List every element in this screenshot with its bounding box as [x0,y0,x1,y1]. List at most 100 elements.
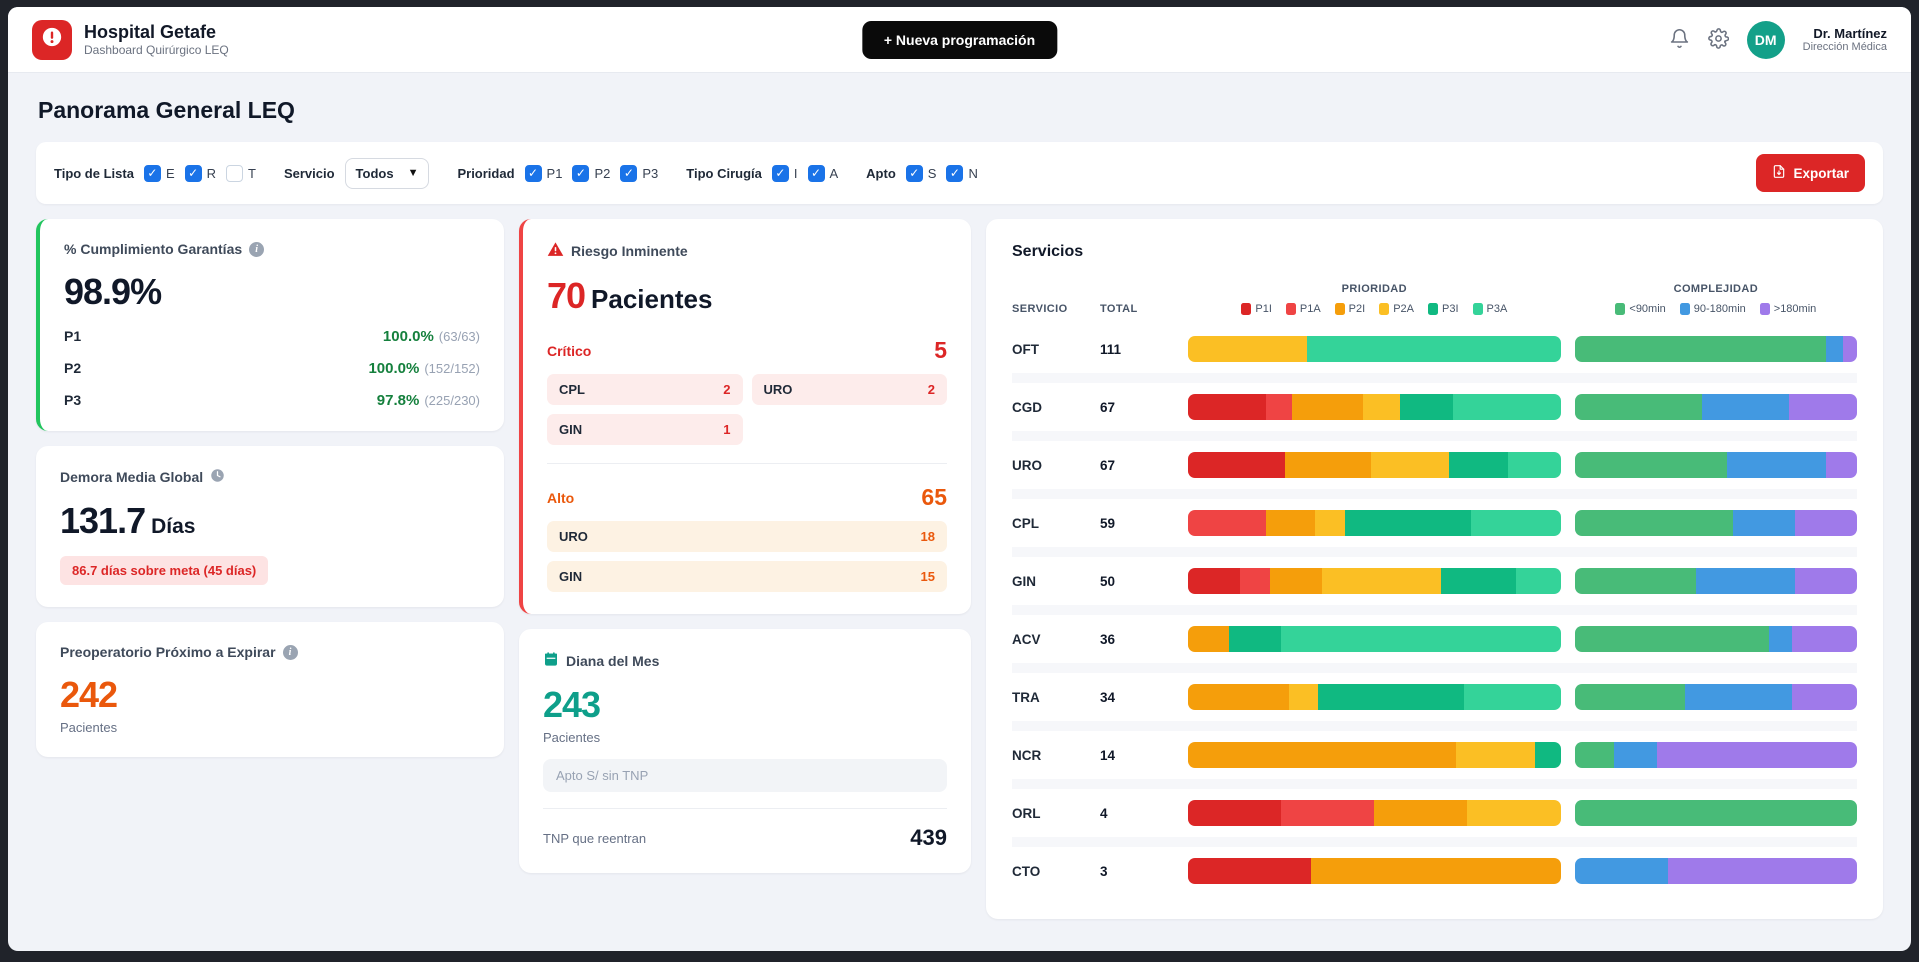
filter-checkbox-p2[interactable]: ✓ P2 [572,164,610,182]
filter-checkbox-r[interactable]: ✓ R [184,164,216,182]
col-prioridad: PRIORIDAD [1341,283,1407,295]
col-complejidad-group: COMPLEJIDAD <90min 90-180min >180min [1575,283,1857,315]
chevron-down-icon: ▼ [407,167,419,179]
bar-segment-p2a [1456,742,1535,768]
bar-segment-90-180min [1769,626,1793,652]
bar-segment-p1a [1281,800,1375,826]
table-row-cto[interactable]: CTO 3 [1012,837,1857,895]
cumplimiento-value: 98.9% [64,271,162,312]
table-row-ncr[interactable]: NCR 14 [1012,721,1857,779]
row-total: 4 [1100,805,1108,821]
checkbox-checked-icon[interactable]: ✓ [807,164,825,182]
checkbox-checked-icon[interactable]: ✓ [946,164,964,182]
bar-segment-p2a [1288,684,1319,710]
info-icon[interactable]: i [282,644,298,660]
table-row-acv[interactable]: ACV 36 [1012,605,1857,663]
page-title: Panorama General LEQ [38,97,295,123]
filter-bar: Tipo de Lista ✓ E ✓ R T Servicio Todos ▼ Pri… [36,142,1883,204]
table-row-oft[interactable]: OFT 111 [1012,325,1857,373]
bar-segment-p1i [1188,452,1285,478]
card-riesgo: Riesgo Inminente 70 Pacientes Crítico 5 C… [519,219,971,614]
diana-footer-value: 439 [910,825,947,850]
bar-segment-p2i [1269,568,1323,594]
table-row-gin[interactable]: GIN 50 [1012,547,1857,605]
bar-segment-90-180min [1727,452,1826,478]
bar-segment-90-180min [1701,394,1790,420]
checkbox-checked-icon[interactable]: ✓ [771,164,789,182]
bar-segment-p1a [1188,510,1267,536]
bar-segment-p2a [1322,568,1442,594]
table-row-cgd[interactable]: CGD 67 [1012,373,1857,431]
checkbox-checked-icon[interactable]: ✓ [184,164,202,182]
checkbox-checked-icon[interactable]: ✓ [524,164,542,182]
service-code: GIN [559,569,583,584]
row-total: 67 [1100,399,1116,415]
bar-segment-p3i [1400,394,1453,420]
priority-bar [1188,394,1561,420]
bar-segment->180min [1794,510,1857,536]
col-complejidad: COMPLEJIDAD [1673,283,1759,295]
checkbox-unchecked-icon[interactable] [226,164,243,182]
demora-badge: 86.7 días sobre meta (45 días) [60,556,269,585]
table-row-cpl[interactable]: CPL 59 [1012,489,1857,547]
filter-checkbox-i[interactable]: ✓ I [771,164,798,182]
demora-unit: Días [151,515,196,538]
filter-checkbox-t[interactable]: T [226,164,256,182]
calendar-icon [543,651,559,670]
avatar[interactable]: DM [1746,20,1785,59]
filter-checkbox-p3[interactable]: ✓ P3 [620,164,658,182]
filter-checkbox-e[interactable]: ✓ E [143,164,175,182]
bar-segment-90-180min [1684,684,1793,710]
table-row-tra[interactable]: TRA 34 [1012,663,1857,721]
bar-segment->180min [1789,394,1857,420]
filter-checkbox-a[interactable]: ✓ A [807,164,838,182]
legend-label: >180min [1773,303,1817,315]
bar-segment-<90min [1574,800,1857,826]
checkbox-checked-icon[interactable]: ✓ [572,164,590,182]
servicio-select-value: Todos [355,165,394,181]
bar-segment-p3i [1534,742,1561,768]
bar-segment-p3i [1228,626,1282,652]
service-code: GIN [559,422,583,437]
bar-segment-p3i [1448,452,1509,478]
filter-checkbox-n[interactable]: ✓ N [946,164,978,182]
checkbox-label: E [165,165,175,181]
row-total: 36 [1100,631,1116,647]
notifications-button[interactable] [1669,28,1690,52]
checkbox-checked-icon[interactable]: ✓ [905,164,923,182]
row-total: 34 [1100,689,1116,705]
filter-label: Tipo Cirugía [686,165,762,181]
filter-label: Apto [866,165,896,181]
settings-button[interactable] [1707,27,1729,52]
priority-bar [1188,742,1561,768]
row-total: 67 [1100,457,1116,473]
export-button[interactable]: Exportar [1756,154,1865,192]
filter-checkbox-s[interactable]: ✓ S [905,164,936,182]
info-icon[interactable]: i [249,241,265,257]
bar-segment->180min [1842,336,1857,362]
bar-segment-p2a [1363,394,1401,420]
bar-segment->180min [1792,626,1857,652]
table-row-orl[interactable]: ORL 4 [1012,779,1857,837]
nueva-programacion-button[interactable]: + Nueva programación [861,20,1058,59]
table-row-uro[interactable]: URO 67 [1012,431,1857,489]
priority-pct: 100.0% [368,360,420,377]
bar-segment-p2i [1188,626,1229,652]
legend-item: P1I [1241,303,1272,315]
legend-item: P2A [1379,303,1414,315]
riesgo-divider [547,463,947,464]
bar-segment-p1i [1188,394,1267,420]
checkbox-checked-icon[interactable]: ✓ [620,164,638,182]
clock-icon [210,468,225,486]
filter-checkbox-p1[interactable]: ✓ P1 [524,164,562,182]
critico-items: CPL 2 URO 2 GIN 1 [547,374,947,445]
bar-segment-p1i [1188,568,1241,594]
riesgo-item-gin: GIN 1 [547,414,743,445]
bar-segment-p3a [1452,394,1561,420]
bar-segment-90-180min [1574,858,1668,884]
row-servicio: CPL [1012,515,1039,531]
preoperatorio-value: 242 [60,674,118,715]
checkbox-checked-icon[interactable]: ✓ [143,164,161,182]
servicio-select[interactable]: Todos ▼ [344,157,430,189]
legend-item: P3I [1427,303,1459,315]
